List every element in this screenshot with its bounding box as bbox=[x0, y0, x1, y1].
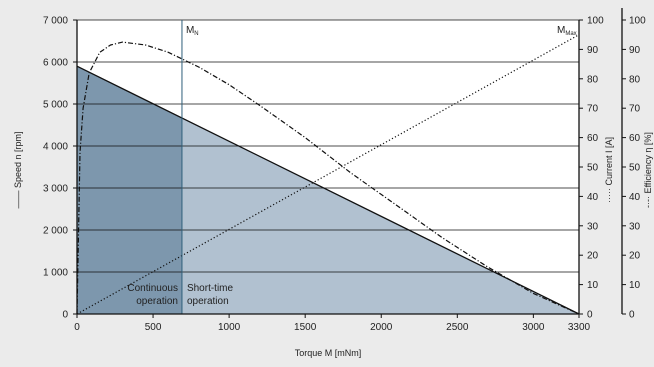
speed-axis-title-label: Speed n [rpm] bbox=[13, 131, 23, 188]
current-tick-label-80: 80 bbox=[587, 74, 599, 85]
region-label-1-0: Short-time bbox=[187, 283, 234, 294]
series-efficiency bbox=[76, 41, 580, 315]
torque-markers: MN MMax bbox=[181, 20, 577, 314]
speed-tick-label-6000: 6 000 bbox=[43, 58, 68, 69]
efficiency-axis-title-legend-symbol: -·-· bbox=[643, 193, 653, 208]
marker-sub-n: N bbox=[194, 31, 198, 37]
current-tick-label-60: 60 bbox=[587, 133, 599, 144]
x-tick-label-1500: 1500 bbox=[294, 322, 317, 333]
x-tick-label-2000: 2000 bbox=[370, 322, 393, 333]
axis-labels: Torque M [mNm] —— Speed n [rpm] ····· Curr… bbox=[13, 131, 653, 358]
series-current bbox=[76, 34, 580, 315]
efficiency-tick-label-40: 40 bbox=[629, 192, 641, 203]
current-tick-label-10: 10 bbox=[587, 280, 599, 291]
current-tick-label-20: 20 bbox=[587, 251, 599, 262]
current-axis-title-label: Current I [A] bbox=[604, 137, 614, 186]
efficiency-tick-label-10: 10 bbox=[629, 280, 641, 291]
data-series bbox=[76, 34, 580, 315]
efficiency-tick-label-80: 80 bbox=[629, 74, 641, 85]
speed-tick-label-0: 0 bbox=[62, 310, 68, 321]
speed-tick-label-2000: 2 000 bbox=[43, 226, 68, 237]
efficiency-tick-label-90: 90 bbox=[629, 45, 641, 56]
current-tick-label-0: 0 bbox=[587, 310, 593, 321]
current-tick-label-30: 30 bbox=[587, 221, 599, 232]
efficiency-tick-label-70: 70 bbox=[629, 104, 641, 115]
current-tick-label-100: 100 bbox=[587, 16, 604, 27]
current-axis-title-text: ····· Current I [A] bbox=[604, 137, 614, 203]
efficiency-axis-title-text: -·-· Efficiency η [%] bbox=[643, 132, 653, 208]
current-tick-label-50: 50 bbox=[587, 163, 599, 174]
x-tick-label-3000: 3000 bbox=[522, 322, 545, 333]
efficiency-tick-label-20: 20 bbox=[629, 251, 641, 262]
efficiency-axis-title-label: Efficiency η [%] bbox=[643, 132, 653, 193]
efficiency-tick-label-100: 100 bbox=[629, 16, 646, 27]
speed-tick-label-3000: 3 000 bbox=[43, 184, 68, 195]
speed-axis-title: —— Speed n [rpm] bbox=[13, 131, 23, 208]
series-speed bbox=[76, 65, 580, 315]
current-axis-title-legend-symbol: ····· bbox=[604, 186, 614, 204]
current-tick-label-40: 40 bbox=[587, 192, 599, 203]
efficiency-axis-title: -·-· Efficiency η [%] bbox=[643, 132, 653, 208]
speed-tick-label-4000: 4 000 bbox=[43, 142, 68, 153]
current-axis-title: ····· Current I [A] bbox=[604, 137, 614, 203]
efficiency-tick-label-50: 50 bbox=[629, 163, 641, 174]
region-label-0-1: operation bbox=[136, 296, 178, 307]
speed-tick-label-7000: 7 000 bbox=[43, 16, 68, 27]
efficiency-tick-label-30: 30 bbox=[629, 221, 641, 232]
marker-sub-max: Max bbox=[565, 31, 576, 37]
region-label-1-1: operation bbox=[187, 296, 229, 307]
x-tick-label-2500: 2500 bbox=[446, 322, 469, 333]
speed-axis-title-text: —— Speed n [rpm] bbox=[13, 131, 23, 208]
current-tick-label-90: 90 bbox=[587, 45, 599, 56]
region-continuous bbox=[77, 66, 182, 314]
efficiency-tick-label-0: 0 bbox=[629, 310, 635, 321]
x-tick-label-500: 500 bbox=[145, 322, 162, 333]
speed-axis-title-legend-symbol: —— bbox=[13, 188, 23, 209]
x-tick-label-1000: 1000 bbox=[218, 322, 241, 333]
x-tick-label-0: 0 bbox=[74, 322, 80, 333]
current-tick-label-70: 70 bbox=[587, 104, 599, 115]
x-tick-label-3300: 3300 bbox=[568, 322, 591, 333]
speed-tick-label-5000: 5 000 bbox=[43, 100, 68, 111]
efficiency-tick-label-60: 60 bbox=[629, 133, 641, 144]
speed-tick-label-1000: 1 000 bbox=[43, 268, 68, 279]
grid-lines bbox=[77, 19, 579, 273]
region-label-0-0: Continuous bbox=[127, 283, 178, 294]
x-axis-title: Torque M [mNm] bbox=[295, 348, 362, 358]
